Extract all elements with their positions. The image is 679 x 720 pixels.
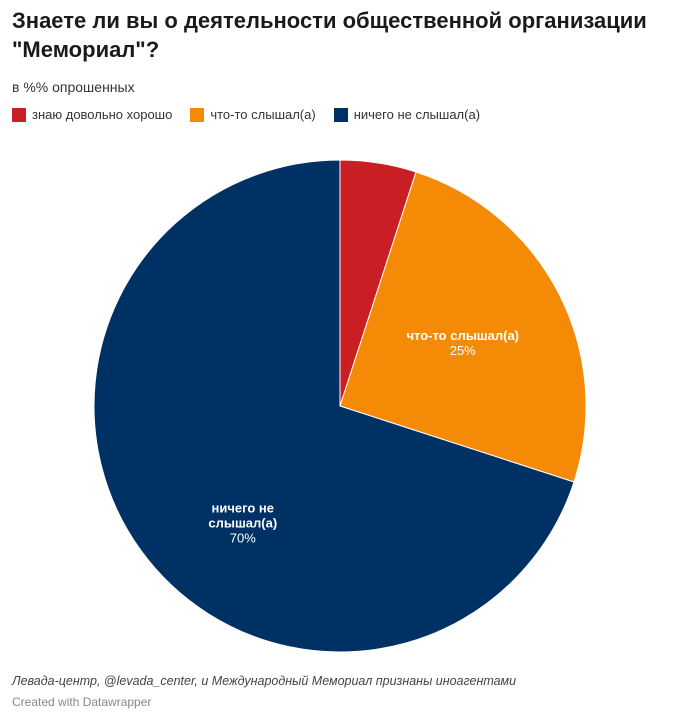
legend-label-know-well: знаю довольно хорошо bbox=[32, 107, 173, 122]
chart-title: Знаете ли вы о деятельности общественной… bbox=[12, 8, 647, 62]
legend-item-heard-something: что-то слышал(а) bbox=[190, 107, 316, 122]
legend-label-never-heard: ничего не слышал(а) bbox=[353, 107, 481, 122]
chart-subtitle: в %% опрошенных bbox=[12, 79, 135, 95]
legend-label-heard-something: что-то слышал(а) bbox=[210, 107, 316, 122]
pie-slice-heard-something bbox=[339, 171, 587, 483]
pie-chart: что-то слышал(а) 25% ничего не слышал(а) 70% bbox=[93, 159, 587, 653]
legend-swatch-never-heard bbox=[333, 107, 348, 122]
slice-label-heard-something: что-то слышал(а) 25% bbox=[406, 328, 519, 358]
slice-label-never-heard: ничего не слышал(а) 70% bbox=[208, 501, 277, 546]
legend-item-never-heard: ничего не слышал(а) bbox=[333, 107, 481, 122]
legend-swatch-know-well bbox=[12, 107, 26, 122]
datawrapper-credit: Created with Datawrapper bbox=[12, 695, 152, 709]
source-note: Левада-центр, @levada_center, и Междунар… bbox=[12, 674, 517, 688]
legend-swatch-heard-something bbox=[190, 107, 205, 122]
slice-value-heard-something: 25% bbox=[450, 343, 476, 358]
pie-slice-never-heard bbox=[93, 159, 575, 653]
legend-item-know-well: знаю довольно хорошо bbox=[12, 107, 172, 122]
legend: знаю довольно хорошо что-то слышал(а) ни… bbox=[12, 107, 498, 122]
slice-value-never-heard: 70% bbox=[230, 531, 256, 546]
